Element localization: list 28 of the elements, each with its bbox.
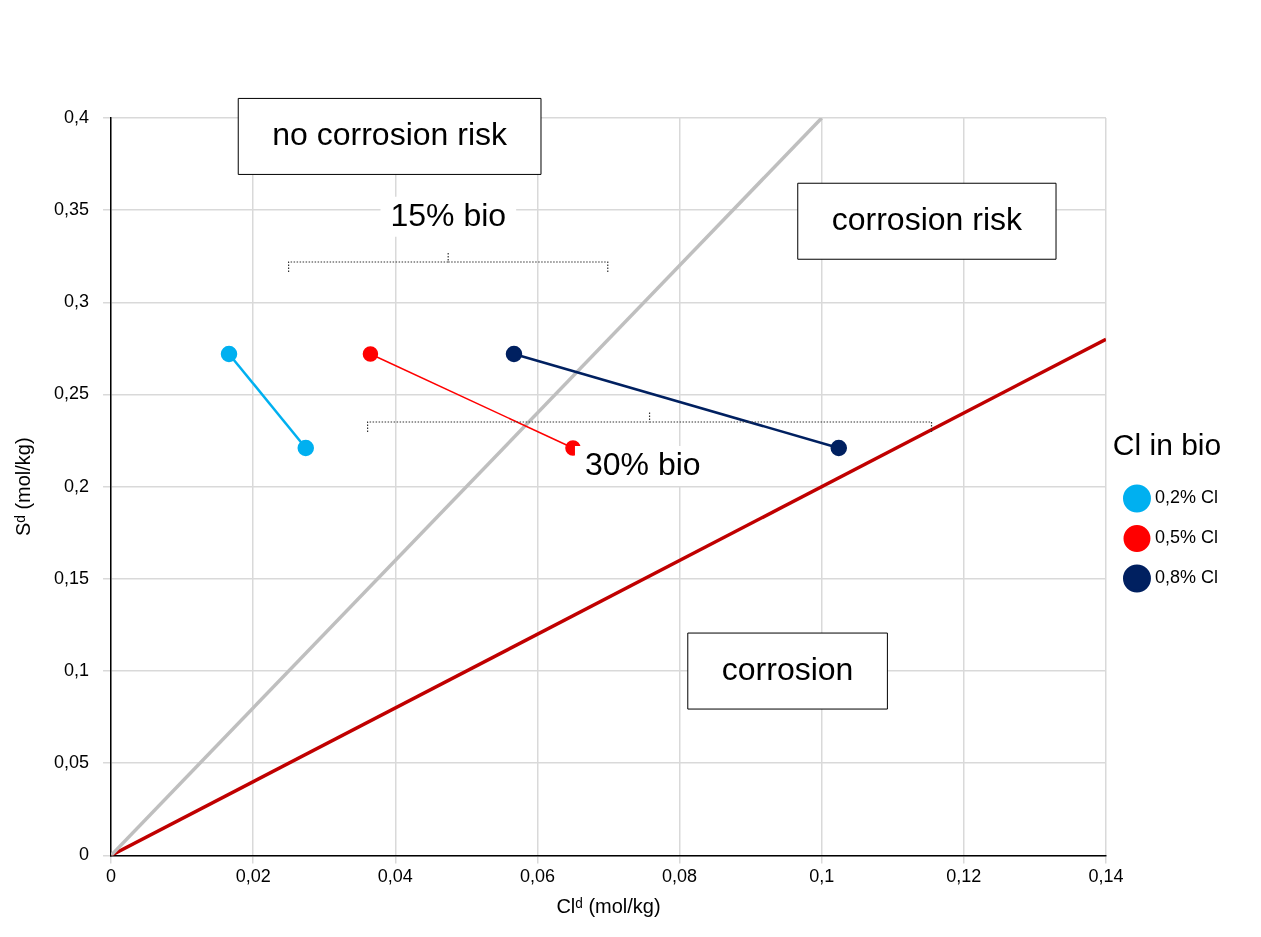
annotation: corrosion [721, 650, 854, 687]
legend-label: 0,5% Cl [1154, 527, 1218, 548]
annotation: 30% bio [584, 445, 701, 482]
y-tick-label: 0,25 [53, 383, 90, 404]
x-tick-label: 0 [106, 866, 117, 887]
x-tick-label: 0,04 [377, 866, 413, 887]
y-tick-label: 0,05 [53, 752, 90, 773]
y-tick-label: 0,2 [64, 475, 90, 496]
legend-title: Cl in bio [1112, 427, 1222, 461]
x-tick-label: 0,1 [809, 866, 835, 887]
x-tick-label: 0,14 [1088, 866, 1124, 887]
y-tick-label: 0,1 [64, 660, 90, 681]
y-tick-label: 0,3 [64, 291, 90, 312]
annotation: no corrosion risk [272, 116, 508, 153]
x-tick-label: 0,02 [235, 866, 271, 887]
y-tick-label: 0,35 [53, 199, 90, 220]
x-tick-label: 0,12 [946, 866, 982, 887]
x-tick-label: 0,06 [519, 866, 555, 887]
y-axis-title: Sᵈ (mol/kg) [11, 437, 34, 537]
annotation: corrosion risk [831, 201, 1024, 238]
y-tick-label: 0,4 [64, 106, 90, 127]
x-tick-label: 0,08 [662, 866, 698, 887]
legend-label: 0,2% Cl [1154, 487, 1218, 508]
y-tick-label: 0,15 [53, 567, 90, 588]
annotation: 15% bio [390, 196, 507, 233]
x-axis-title: Clᵈ (mol/kg) [556, 894, 661, 917]
legend-label: 0,8% Cl [1154, 567, 1218, 588]
y-tick-label: 0 [79, 844, 90, 865]
